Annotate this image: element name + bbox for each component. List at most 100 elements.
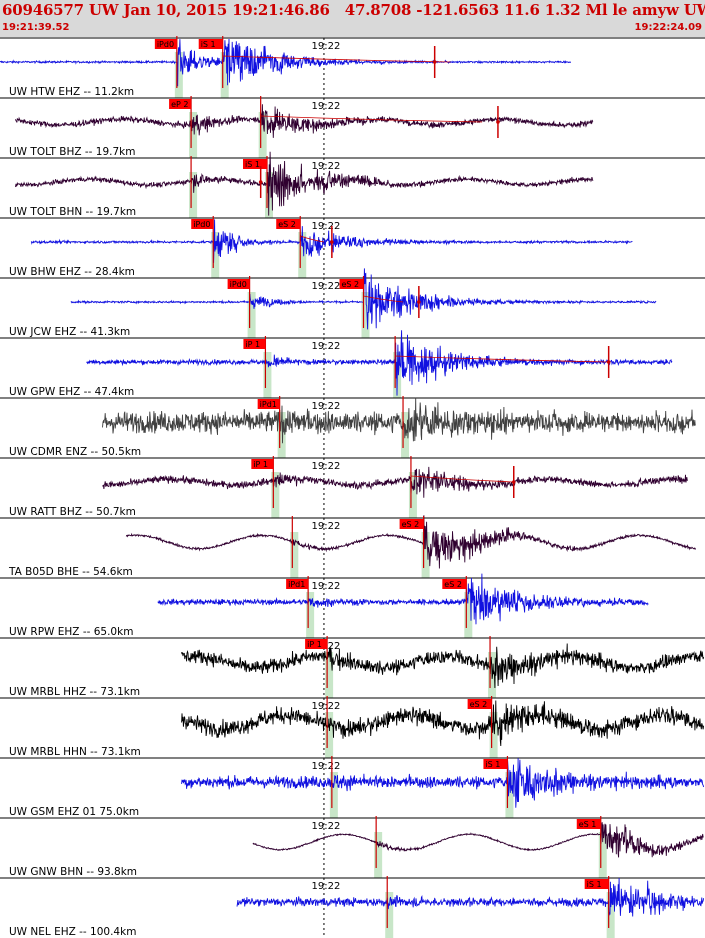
s-pick-label-box	[576, 819, 601, 829]
window-start-time: 19:21:39.52	[2, 22, 70, 33]
s-pick-label: iS 1	[485, 760, 500, 769]
s-pick-window	[408, 472, 417, 518]
p-pick-label: iP 1	[253, 460, 268, 469]
p-pick-window	[374, 832, 383, 878]
station-label: UW RPW EHZ -- 65.0km	[9, 626, 133, 638]
station-label: UW MRBL HHZ -- 73.1km	[9, 686, 140, 698]
station-label: UW BHW EHZ -- 28.4km	[9, 266, 135, 278]
s-pick-window	[421, 532, 430, 578]
p-pick-label-box	[243, 339, 266, 349]
p-pick-window	[329, 772, 338, 818]
s-pick-window	[505, 772, 514, 818]
p-pick-label-box	[257, 399, 280, 409]
p-pick-window	[271, 472, 280, 518]
time-tick-label: 19:22	[312, 761, 341, 772]
s-pick-label-box	[442, 579, 467, 589]
trace-panel: 19:22 eS 2 UW MRBL HHN -- 73.1km	[0, 696, 705, 758]
trace-panel: 19:22 eP 2 UW TOLT BHZ -- 19.7km	[0, 96, 705, 158]
p-pick-label-box	[286, 579, 309, 589]
p-pick-label: iPd0	[157, 40, 174, 49]
station-label: UW MRBL HHN -- 73.1km	[9, 746, 141, 758]
s-pick-label-box	[483, 759, 508, 769]
time-tick-label: 19:22	[312, 401, 341, 412]
amplitude-point	[258, 180, 263, 184]
waveform-trace	[15, 104, 594, 138]
time-tick-label: 19:22	[312, 521, 341, 532]
s-pick-label-box	[276, 219, 301, 229]
station-label: UW GNW BHN -- 93.8km	[9, 866, 137, 878]
p-pick-window	[189, 172, 198, 218]
time-tick-label: 19:22	[312, 461, 341, 472]
waveform-trace	[0, 38, 572, 87]
time-tick-label: 19:22	[312, 161, 341, 172]
coda-curve	[260, 115, 483, 123]
p-pick-label-box	[154, 39, 177, 49]
s-pick-label: eS 2	[278, 220, 296, 229]
p-pick-window	[325, 712, 334, 758]
p-pick-window	[306, 592, 315, 638]
p-pick-label: iP 1	[245, 340, 260, 349]
station-label: UW CDMR ENZ -- 50.5km	[9, 446, 141, 458]
s-pick-label-box	[584, 879, 609, 889]
p-pick-label-box	[251, 459, 274, 469]
p-pick-window	[290, 532, 299, 578]
trace-panel: 19:22 iS 1 UW GSM EHZ 01 75.0km	[0, 756, 705, 818]
s-pick-label-box	[339, 279, 364, 289]
p-pick-window	[277, 412, 286, 458]
time-tick-label: 19:22	[312, 41, 341, 52]
s-pick-label: eS 2	[402, 520, 420, 529]
time-tick-label: 19:22	[312, 581, 341, 592]
waveform-trace	[181, 758, 705, 808]
waveform-trace	[236, 877, 705, 917]
coda-curve	[222, 55, 451, 63]
station-label: UW JCW EHZ -- 41.3km	[9, 326, 130, 338]
trace-panel: 19:22 iPd1 UW CDMR ENZ -- 50.5km	[0, 396, 705, 458]
station-label: UW GPW EHZ -- 47.4km	[9, 386, 134, 398]
time-tick-label: 19:22	[312, 881, 341, 892]
coda-curve	[300, 235, 325, 243]
waveform-trace	[181, 700, 705, 747]
p-pick-window	[325, 652, 334, 698]
p-pick-window	[385, 892, 394, 938]
waveform-trace	[252, 822, 704, 858]
time-tick-label: 19:22	[312, 701, 341, 712]
s-pick-label: iS 1	[587, 880, 602, 889]
station-label: UW HTW EHZ -- 11.2km	[9, 86, 134, 98]
waveform-trace	[86, 330, 673, 396]
trace-panel: 19:22 iPd0 eS 2 UW JCW EHZ -- 41.3km	[0, 268, 705, 338]
amplitude-point	[496, 120, 500, 124]
waveform-trace	[15, 151, 594, 216]
s-pick-label-box	[243, 159, 268, 169]
p-pick-window	[247, 292, 256, 338]
p-pick-label: iPd1	[288, 580, 305, 589]
station-label: TA B05D BHE -- 54.6km	[8, 566, 133, 578]
s-pick-label: iS 1	[245, 160, 260, 169]
s-pick-window	[361, 292, 370, 338]
time-tick-label: 19:22	[312, 341, 341, 352]
trace-panel: 19:22 iS 1 UW NEL EHZ -- 100.4km	[0, 876, 705, 938]
trace-panel: 19:22 iPd0 eS 2 UW BHW EHZ -- 28.4km	[0, 216, 705, 278]
p-pick-label-box	[191, 219, 214, 229]
amplitude-point	[417, 300, 421, 304]
amplitude-point	[330, 240, 334, 244]
station-label: UW TOLT BHZ -- 19.7km	[9, 146, 135, 158]
trace-panel: 19:22 iPd1 eS 2 UW RPW EHZ -- 65.0km	[0, 573, 705, 638]
waveform-trace	[157, 573, 649, 625]
p-pick-label-box	[227, 279, 250, 289]
s-pick-window	[220, 52, 229, 98]
p-pick-window	[189, 112, 198, 158]
trace-panel: 19:22 eS 2 TA B05D BHE -- 54.6km	[0, 515, 705, 578]
event-title: 60946577 UW Jan 10, 2015 19:21:46.86 47.…	[2, 1, 705, 19]
window-end-time: 19:22:24.09	[634, 22, 702, 33]
trace-panel: 19:22 iP 1 UW RATT BHZ -- 50.7km	[0, 456, 705, 518]
s-pick-label-box	[198, 39, 223, 49]
station-label: UW GSM EHZ 01 75.0km	[9, 806, 139, 818]
time-tick-label: 19:22	[312, 221, 341, 232]
waveform-trace	[125, 515, 697, 569]
s-pick-label: eS 2	[341, 280, 359, 289]
trace-panel: 19:22 iPd0 iS 1 UW HTW EHZ -- 11.2km	[0, 36, 705, 98]
station-label: UW RATT BHZ -- 50.7km	[9, 506, 136, 518]
coda-curve	[363, 295, 404, 303]
